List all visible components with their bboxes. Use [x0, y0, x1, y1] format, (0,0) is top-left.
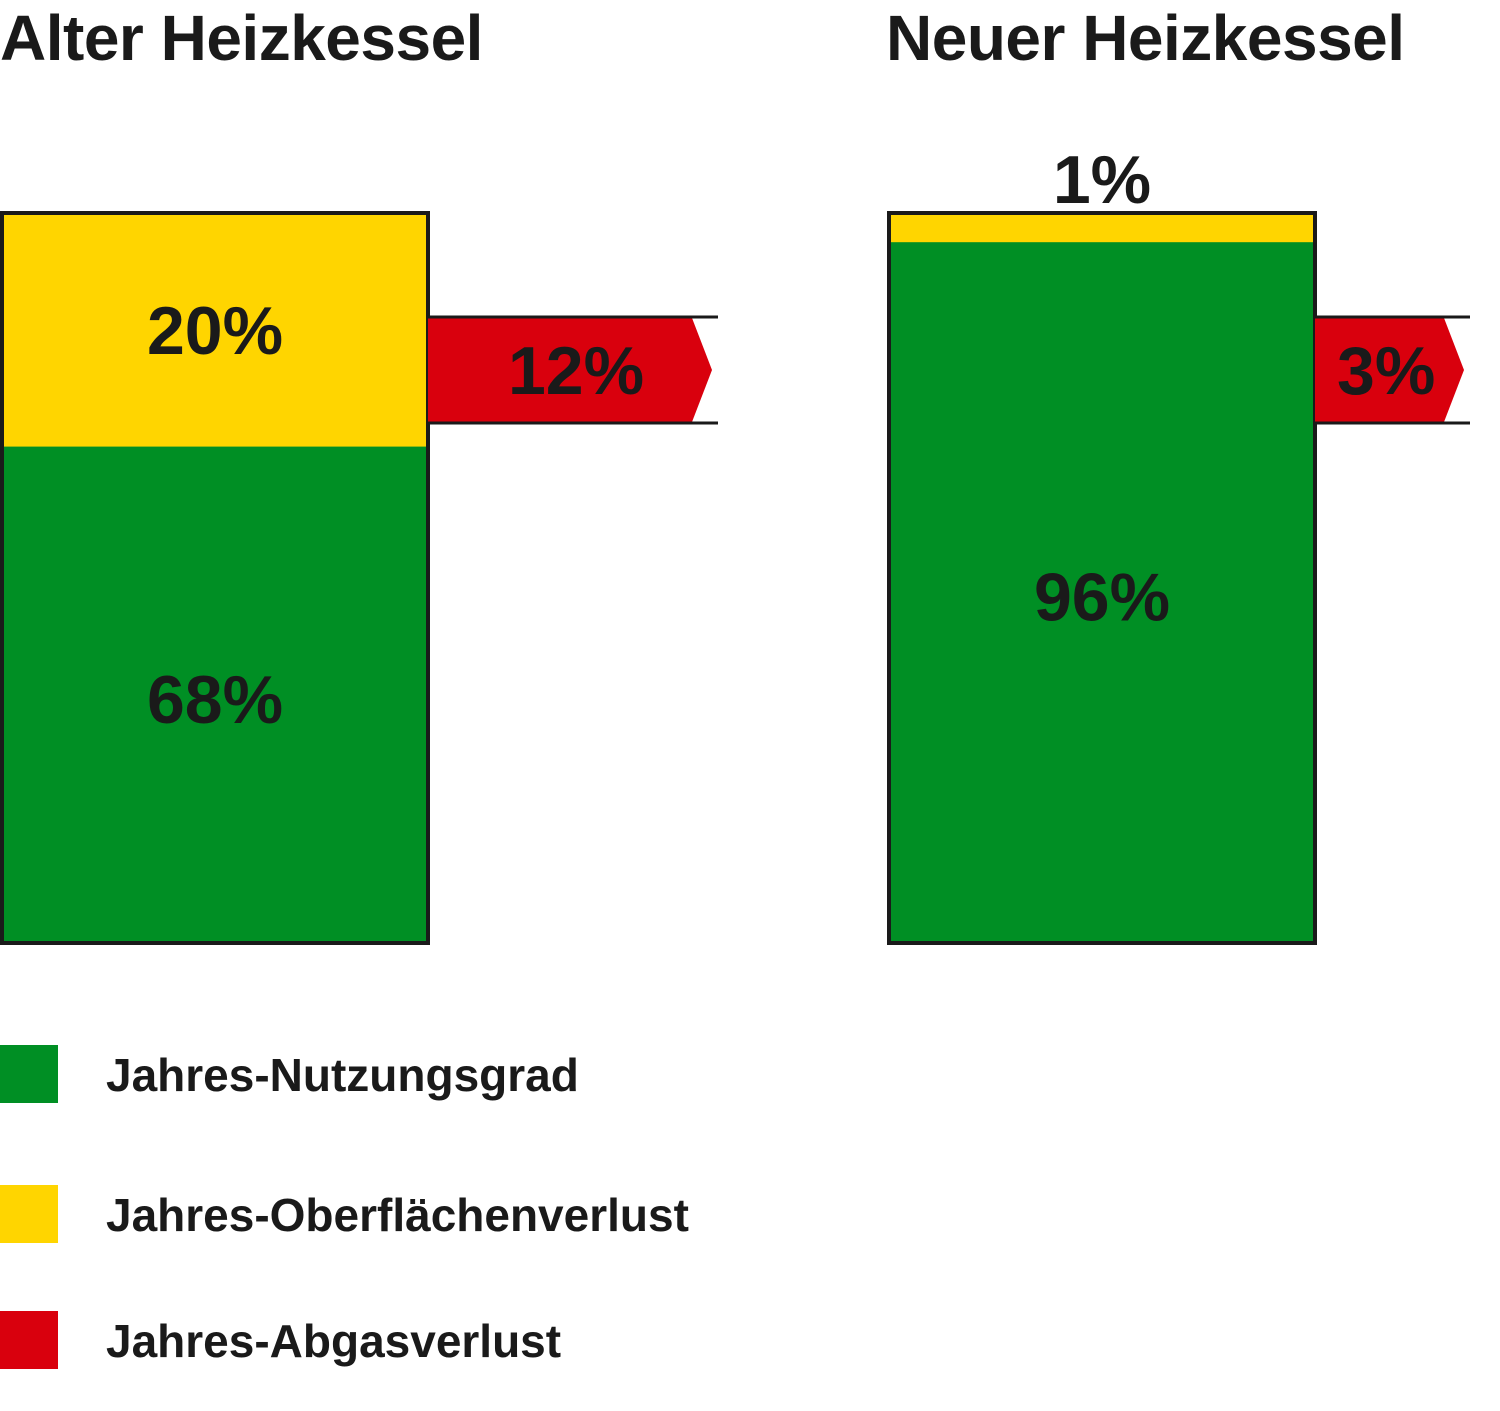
- panel-title-old-boiler: Alter Heizkessel: [0, 2, 483, 74]
- exhaust-arrow-abgasverlust: [1315, 318, 1464, 422]
- bar-outline: [0, 211, 430, 945]
- bar-segment-oberflaechenverlust: [889, 213, 1315, 244]
- data-label-nutzungsgrad: 68%: [147, 662, 283, 738]
- legend-label: Jahres-Abgasverlust: [106, 1315, 562, 1367]
- data-label-abgasverlust: 3%: [1337, 333, 1435, 409]
- bar-segment-oberflaechenverlust: [2, 213, 428, 448]
- data-label-oberflaechenverlust: 1%: [1053, 142, 1151, 218]
- bar-segment-nutzungsgrad: [2, 446, 428, 943]
- data-label-oberflaechenverlust: 20%: [147, 293, 283, 369]
- legend-item-nutzungsgrad: Jahres-Nutzungsgrad: [0, 1045, 800, 1105]
- data-label-abgasverlust: 12%: [508, 333, 644, 409]
- legend-item-abgasverlust: Jahres-Abgasverlust: [0, 1311, 800, 1371]
- bar-segment-nutzungsgrad: [889, 242, 1315, 943]
- legend-item-oberflaechenverlust: Jahres-Oberflächenverlust: [0, 1185, 800, 1245]
- legend-label: Jahres-Oberflächenverlust: [106, 1189, 689, 1241]
- legend-label: Jahres-Nutzungsgrad: [106, 1049, 579, 1101]
- panel-title-new-boiler: Neuer Heizkessel: [886, 2, 1405, 74]
- boiler-comparison-chart: 68% 20% 12% 96% 1% 3%: [0, 142, 1470, 945]
- legend-swatch-yellow: [0, 1185, 58, 1243]
- data-label-nutzungsgrad: 96%: [1034, 560, 1170, 636]
- legend-swatch-green: [0, 1045, 58, 1103]
- legend-swatch-red: [0, 1311, 58, 1369]
- bar-outline: [887, 211, 1317, 945]
- exhaust-arrow-abgasverlust: [428, 318, 712, 422]
